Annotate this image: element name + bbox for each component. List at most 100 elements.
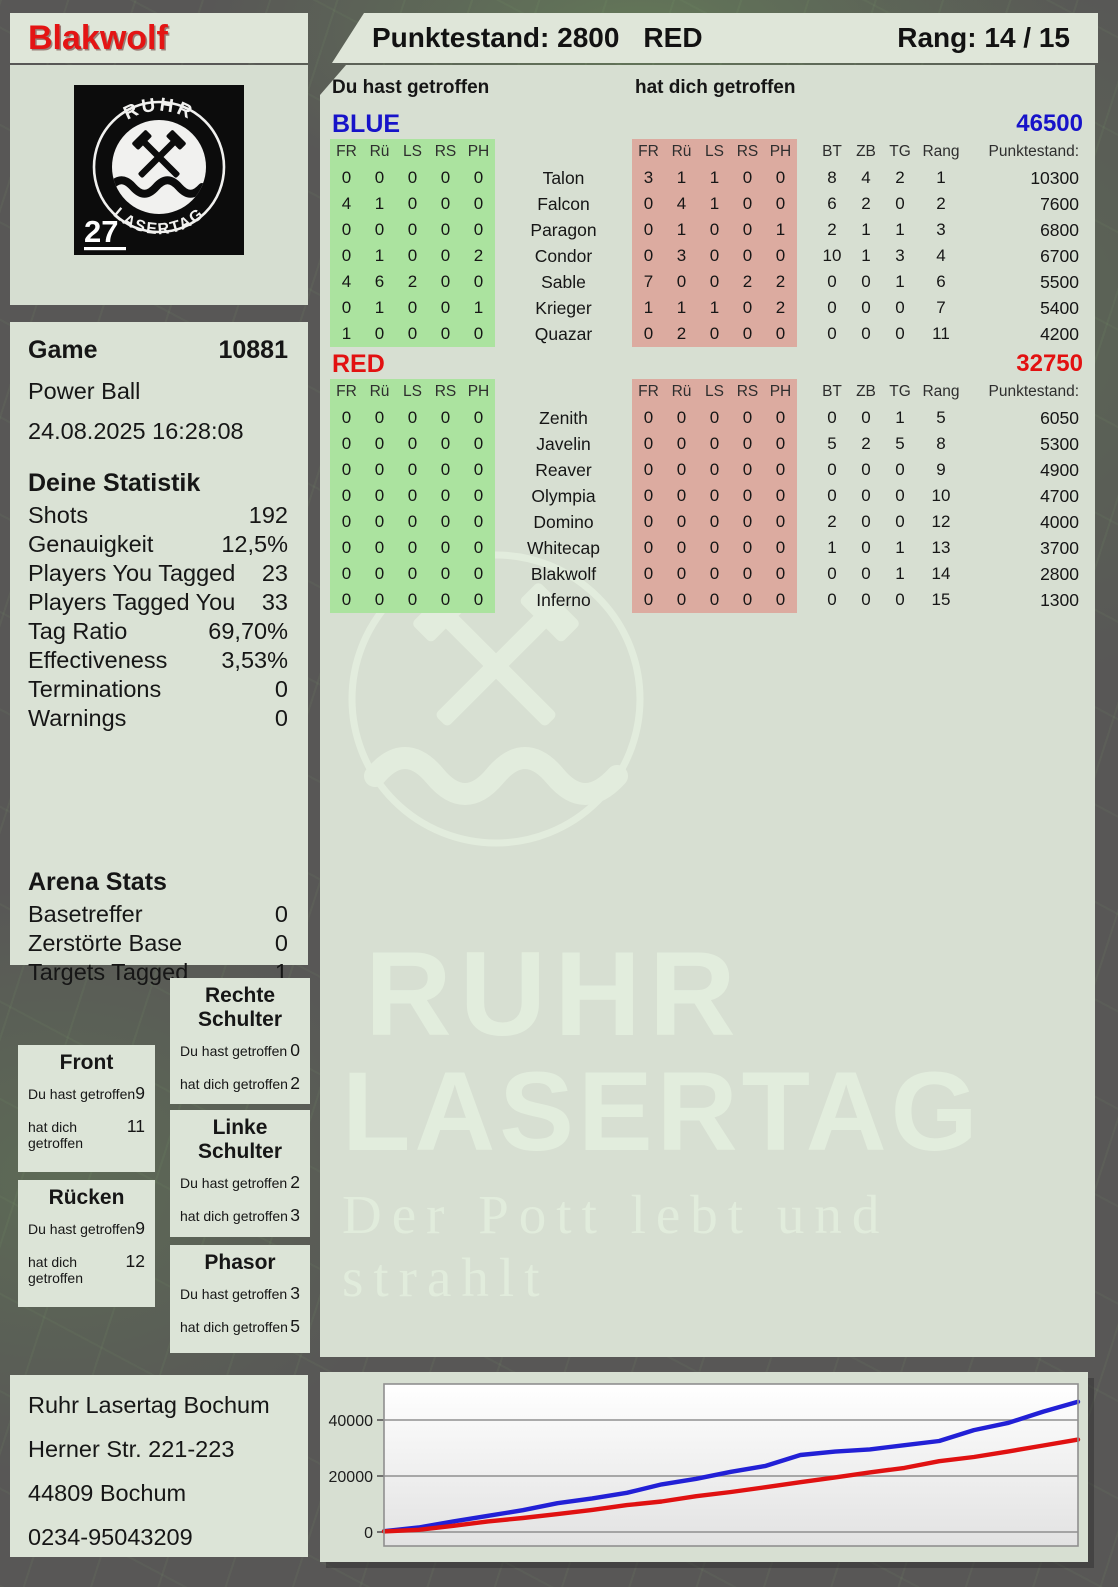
stat-cell: 8	[827, 168, 837, 187]
taken-hit-cell: 3	[632, 165, 665, 191]
punktestand-cell: 6050	[1040, 407, 1079, 428]
given-hit-cell: 1	[363, 191, 396, 217]
given-hit-cell: 0	[396, 561, 429, 587]
stat-cell: 0	[895, 512, 905, 531]
arena-stat-row-label: Zerstörte Base	[28, 930, 183, 956]
stat-cell: 7	[936, 298, 946, 317]
stat-cell: 2	[895, 168, 905, 187]
hit-zone-front: Front Du hast getroffen 9 hat dich getrof…	[18, 1045, 155, 1172]
taken-hit-cell: 0	[632, 321, 665, 347]
stat-cell: 1	[936, 168, 946, 187]
taken-hit-cell: 0	[665, 405, 698, 431]
taken-hit-cell: 0	[698, 405, 731, 431]
stat-cell: 0	[895, 194, 905, 213]
stat-column-header: BT	[822, 143, 842, 160]
given-hit-cell: 1	[363, 295, 396, 321]
your-stat-row-label: Players You Tagged	[28, 560, 236, 586]
stat-column-header: ZB	[856, 383, 876, 400]
hit-zone-title: Linke Schulter	[197, 1116, 283, 1163]
stat-cell: 10	[822, 246, 842, 265]
taken-value: 12	[125, 1251, 145, 1271]
given-hit-cell: 0	[363, 405, 396, 431]
taken-hit-cell: 1	[698, 191, 731, 217]
taken-hit-cell: 0	[632, 405, 665, 431]
punktestand-cell: 10300	[1030, 167, 1079, 188]
stat-cell: 5	[827, 434, 837, 453]
given-hit-cell: 0	[396, 457, 429, 483]
taken-hit-cell: 1	[764, 217, 797, 243]
taken-hit-cell: 1	[665, 165, 698, 191]
club-logo: RUHR LASERTAG 27	[74, 85, 244, 255]
hit-zone-title: Rechte Schulter	[197, 984, 283, 1031]
stat-cell: 5	[895, 434, 905, 453]
taken-hit-cell: 0	[665, 483, 698, 509]
stat-cell: 8	[936, 434, 946, 453]
stat-cell: 4	[861, 168, 871, 187]
crossed-hammers-icon	[132, 130, 186, 178]
taken-hit-cell: 0	[731, 295, 764, 321]
given-value: 0	[290, 1040, 300, 1060]
given-header: Du hast getroffen	[332, 77, 490, 98]
punktestand-cell: 4700	[1040, 485, 1079, 506]
taken-hit-cell: 0	[698, 587, 731, 613]
punktestand-cell: 4200	[1040, 323, 1079, 344]
zone-column-header: PH	[764, 379, 797, 405]
given-hit-cell: 0	[429, 217, 462, 243]
taken-hit-cell: 0	[764, 431, 797, 457]
taken-hit-cell: 0	[665, 535, 698, 561]
chart-series-lines	[381, 1399, 1081, 1534]
taken-hit-cell: 0	[731, 483, 764, 509]
chart-gridlines	[377, 1419, 1078, 1533]
watermark-text-1: RUHR	[365, 927, 744, 1061]
zone-column-header: FR	[632, 379, 665, 405]
stat-cell: 15	[931, 590, 951, 609]
stat-cell: 0	[895, 460, 905, 479]
taken-hit-cell: 0	[764, 587, 797, 613]
given-hit-cell: 0	[396, 509, 429, 535]
stat-cell: 6	[827, 194, 837, 213]
given-hit-cell: 0	[363, 217, 396, 243]
arena-stat-row-value: 0	[274, 930, 288, 956]
given-hit-cell: 0	[429, 243, 462, 269]
taken-hit-cell: 3	[665, 243, 698, 269]
given-hit-cell: 0	[330, 535, 363, 561]
punktestand-cell: 5300	[1040, 433, 1079, 454]
given-hit-cell: 0	[330, 243, 363, 269]
player-name: Sable	[541, 271, 586, 292]
arena-stat-row-label: Basetreffer	[28, 901, 143, 927]
player-name: Inferno	[536, 589, 591, 610]
address-line: Ruhr Lasertag Bochum	[28, 1392, 270, 1418]
stat-cell: 12	[931, 512, 951, 531]
team-header-row: RED 32750	[330, 347, 1085, 379]
hit-zone-title: Phasor	[204, 1251, 276, 1274]
taken-hit-cell: 2	[764, 295, 797, 321]
given-hit-cell: 0	[429, 405, 462, 431]
taken-hit-cell: 0	[665, 587, 698, 613]
your-stat-row: Tag Ratio 69,70%	[28, 618, 288, 647]
taken-hit-cell: 7	[632, 269, 665, 295]
punktestand-cell: 7600	[1040, 193, 1079, 214]
stat-cell: 0	[861, 538, 871, 557]
given-hit-cell: 0	[363, 431, 396, 457]
hit-zone-title: Rücken	[48, 1186, 125, 1209]
game-number: 10881	[218, 336, 288, 364]
taken-hit-cell: 0	[698, 483, 731, 509]
hit-zone-title: Front	[59, 1051, 114, 1074]
taken-hit-cell: 0	[665, 457, 698, 483]
given-hit-cell: 0	[429, 509, 462, 535]
taken-hit-cell: 0	[665, 269, 698, 295]
given-value: 3	[290, 1283, 300, 1303]
stat-cell: 3	[936, 220, 946, 239]
given-hit-cell: 4	[330, 269, 363, 295]
stat-cell: 0	[861, 512, 871, 531]
address-line: Herner Str. 221-223	[28, 1436, 235, 1462]
taken-label: hat dich getroffen	[180, 1076, 288, 1092]
zone-column-header: RS	[429, 139, 462, 165]
stat-cell: 0	[827, 324, 837, 343]
taken-hit-cell: 0	[665, 561, 698, 587]
taken-hit-cell: 2	[665, 321, 698, 347]
given-hit-cell: 0	[429, 295, 462, 321]
your-stat-row-value: 12,5%	[221, 531, 288, 557]
given-hit-cell: 2	[462, 243, 495, 269]
given-hit-cell: 0	[330, 483, 363, 509]
